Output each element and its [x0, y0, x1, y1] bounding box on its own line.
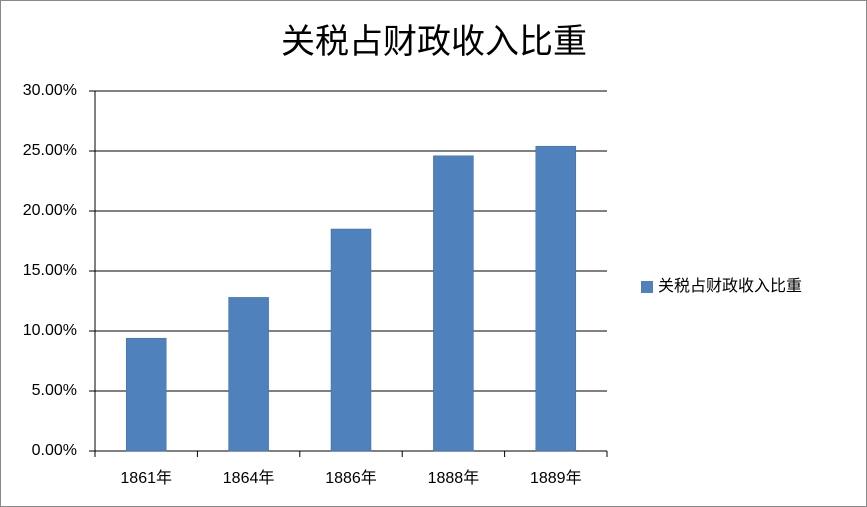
x-tick-label: 1888年 — [428, 469, 480, 487]
y-tick-label: 10.00% — [23, 322, 77, 339]
chart-title: 关税占财政收入比重 — [281, 23, 587, 61]
y-tick-label: 20.00% — [23, 202, 77, 219]
x-tick-label: 1861年 — [120, 469, 172, 487]
y-tick-label: 5.00% — [32, 382, 77, 399]
legend-label: 关税占财政收入比重 — [658, 277, 802, 295]
y-tick-label: 30.00% — [23, 82, 77, 99]
y-tick-label: 15.00% — [23, 262, 77, 279]
y-tick-label: 25.00% — [23, 142, 77, 159]
x-tick-label: 1889年 — [530, 469, 582, 487]
x-tick-label: 1864年 — [223, 469, 275, 487]
bar — [228, 297, 269, 452]
y-tick-label: 0.00% — [32, 442, 77, 459]
x-tick-label: 1886年 — [325, 469, 377, 487]
bar — [433, 155, 474, 452]
bar — [535, 145, 577, 452]
bar — [125, 337, 167, 452]
bar — [330, 228, 372, 452]
legend-swatch — [641, 281, 653, 293]
